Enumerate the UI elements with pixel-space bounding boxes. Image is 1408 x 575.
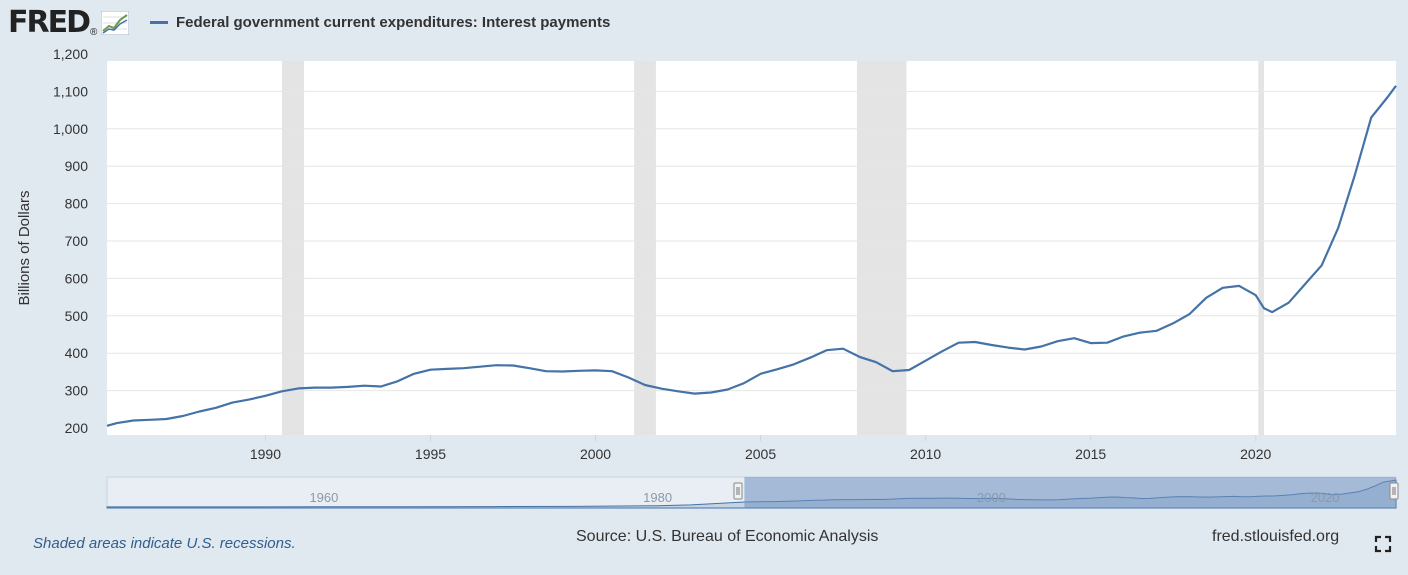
y-axis-ticks: 200 300 400 500 600 700 800 900 1,000 1,100 1,200	[53, 46, 88, 436]
gridlines	[107, 53, 1396, 392]
navigator-year-label: 1960	[309, 490, 338, 505]
y-tick-label: 1,000	[53, 121, 88, 137]
fred-wordmark: FRED	[8, 5, 91, 40]
navigator-year-label: 2020	[1311, 490, 1340, 505]
x-tick-label: 2000	[580, 446, 611, 462]
chart-area: 2003004005006007008009001,0001,1001,200 …	[16, 46, 1399, 509]
site-link[interactable]: fred.stlouisfed.org	[1212, 528, 1340, 545]
recession-band	[1258, 61, 1264, 435]
legend-label: Federal government current expenditures:…	[176, 14, 611, 31]
navigator-selected-range[interactable]	[744, 477, 1396, 508]
recession-note: Shaded areas indicate U.S. recessions.	[33, 535, 296, 552]
y-tick-label: 500	[65, 308, 89, 324]
line-chart-icon	[101, 11, 130, 35]
x-tick-label: 1990	[250, 446, 281, 462]
recession-band	[856, 61, 907, 435]
x-axis-ticks: 1990 1995 2000 2005 2010 2015 2020	[250, 435, 1271, 462]
range-navigator[interactable]: 1960 1980 2000 2020	[106, 476, 1399, 509]
navigator-left-handle[interactable]	[733, 482, 743, 500]
x-tick-label: 1995	[415, 446, 446, 462]
navigator-year-label: 2000	[977, 490, 1006, 505]
y-tick-label: 800	[65, 196, 89, 212]
y-tick-label: 1,200	[53, 46, 88, 62]
chart-header: FRED ® Federal government current expend…	[0, 0, 1408, 48]
x-tick-label: 2010	[910, 446, 941, 462]
recession-shading	[281, 61, 1264, 435]
navigator-year-labels: 1960 1980 2000 2020	[309, 490, 1339, 505]
recession-band	[634, 61, 656, 435]
y-tick-label: 700	[65, 233, 89, 249]
y-tick-label: 400	[65, 345, 89, 361]
series-line-interest-payments[interactable]	[106, 85, 1397, 427]
x-tick-label: 2015	[1075, 446, 1106, 462]
y-tick-label: 600	[65, 270, 89, 286]
chart-legend[interactable]: Federal government current expenditures:…	[150, 14, 610, 31]
legend-swatch	[150, 21, 168, 24]
y-tick-label: 200	[65, 420, 89, 436]
fullscreen-icon[interactable]	[1374, 535, 1392, 553]
x-tick-label: 2005	[745, 446, 776, 462]
fred-logo[interactable]: FRED ®	[8, 5, 130, 40]
x-tick-label: 2020	[1240, 446, 1271, 462]
y-tick-label: 300	[65, 383, 89, 399]
plot-background	[107, 61, 1396, 435]
navigator-right-handle[interactable]	[1389, 482, 1399, 500]
y-tick-label: 1,100	[53, 83, 88, 99]
y-axis-label: Billions of Dollars	[16, 190, 33, 305]
source-text: Source: U.S. Bureau of Economic Analysis	[576, 528, 879, 545]
navigator-year-label: 1980	[643, 490, 672, 505]
y-tick-label: 900	[65, 158, 89, 174]
recession-band	[281, 61, 305, 435]
registered-mark: ®	[90, 26, 98, 38]
